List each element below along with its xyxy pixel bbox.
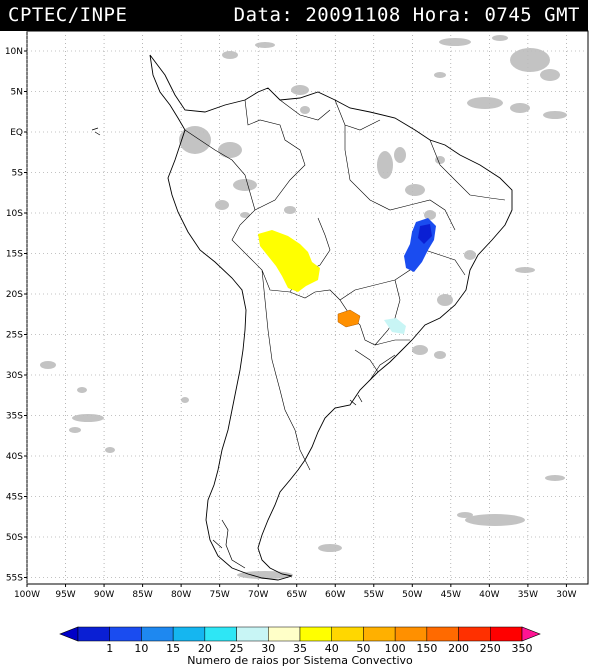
lat-label: 5N <box>11 88 23 98</box>
lightning-legend: 1 10 15 20 25 30 35 40 50 100 150 200 250 350 <box>59 626 541 655</box>
legend-label: 40 <box>325 642 339 655</box>
legend-swatch <box>458 626 491 642</box>
lat-label: 10S <box>6 209 23 219</box>
legend-arrow-left <box>59 626 79 642</box>
system-blue-core <box>418 224 432 244</box>
axis-ticks <box>24 50 567 587</box>
legend-label: 100 <box>385 642 406 655</box>
legend-label: 10 <box>134 642 148 655</box>
legend-label: 250 <box>480 642 501 655</box>
lat-label: 40S <box>6 452 23 462</box>
legend-swatch <box>426 626 459 642</box>
lat-label: 35S <box>6 412 23 422</box>
lon-label: 85W <box>132 590 152 600</box>
lat-label: 55S <box>6 574 23 584</box>
lon-label: 90W <box>94 590 114 600</box>
lon-label: 55W <box>364 590 384 600</box>
legend-label: 1 <box>106 642 113 655</box>
legend-label: 35 <box>293 642 307 655</box>
system-orange <box>337 309 361 328</box>
south-america-coastline <box>91 54 513 581</box>
agency-title: CPTEC/INPE <box>8 4 128 26</box>
legend-swatch <box>172 626 206 642</box>
lon-label: 45W <box>441 590 461 600</box>
legend-swatch <box>77 626 110 642</box>
legend-swatch <box>363 626 396 642</box>
lon-label: 35W <box>518 590 538 600</box>
lat-label: 30S <box>6 371 23 381</box>
convective-systems <box>258 218 436 334</box>
legend-swatch <box>394 626 428 642</box>
legend-label: 25 <box>230 642 244 655</box>
timestamp: Data: 20091108 Hora: 0745 GMT <box>234 4 580 26</box>
legend-label: 20 <box>198 642 212 655</box>
map-header: CPTEC/INPE Data: 20091108 Hora: 0745 GMT <box>0 0 588 31</box>
legend-label: 200 <box>448 642 469 655</box>
timezone: GMT <box>544 4 580 26</box>
coastline <box>149 54 513 581</box>
legend-swatch <box>109 626 142 642</box>
islands <box>91 127 363 569</box>
lon-label: 75W <box>209 590 229 600</box>
lon-label: 30W <box>556 590 576 600</box>
legend-label: 350 <box>512 642 533 655</box>
time-value: 0745 <box>484 4 533 26</box>
lon-label: 95W <box>55 590 75 600</box>
latitude-labels: 10N 5N EQ 5S 10S 15S 20S 25S 30S 35S 40S 45S 50S 55S <box>5 47 23 584</box>
lon-label: 40W <box>479 590 499 600</box>
longitude-labels: 100W 95W 90W 85W 80W 75W 70W 65W 60W 55W 50W 45W 40W… <box>14 590 577 600</box>
legend-arrow-right <box>521 626 541 642</box>
legend-swatch <box>204 626 237 642</box>
lat-label: 45S <box>6 493 23 503</box>
date-label: Data: <box>233 4 294 26</box>
lon-label: 50W <box>402 590 422 600</box>
lat-label: 15S <box>6 250 23 260</box>
legend-swatch <box>268 626 301 642</box>
legend-swatch <box>299 626 332 642</box>
system-yellow <box>258 230 320 292</box>
legend-swatch <box>236 626 269 642</box>
legend-swatch <box>141 626 174 642</box>
lon-label: 100W <box>14 590 40 600</box>
date-value: 20091108 <box>305 4 401 26</box>
map-frame <box>26 30 589 585</box>
legend-swatch <box>490 626 523 642</box>
time-label: Hora: <box>412 4 473 26</box>
legend-label: 50 <box>356 642 370 655</box>
lat-label: EQ <box>10 128 23 138</box>
legend-swatch <box>331 626 364 642</box>
system-light-cyan <box>384 318 406 334</box>
legend-label: 30 <box>261 642 275 655</box>
lon-label: 70W <box>248 590 268 600</box>
cloud-cover <box>40 35 567 579</box>
country-borders <box>184 99 506 471</box>
lon-label: 60W <box>325 590 345 600</box>
lat-label: 25S <box>6 331 23 341</box>
lat-label: 50S <box>6 533 23 543</box>
lat-label: 5S <box>12 169 24 179</box>
legend-caption: Numero de raios por Sistema Convectivo <box>187 654 413 667</box>
legend-label: 150 <box>416 642 437 655</box>
legend-label: 15 <box>166 642 180 655</box>
lon-label: 80W <box>171 590 191 600</box>
lon-label: 65W <box>287 590 307 600</box>
lat-label: 10N <box>5 47 23 57</box>
lat-label: 20S <box>6 290 23 300</box>
